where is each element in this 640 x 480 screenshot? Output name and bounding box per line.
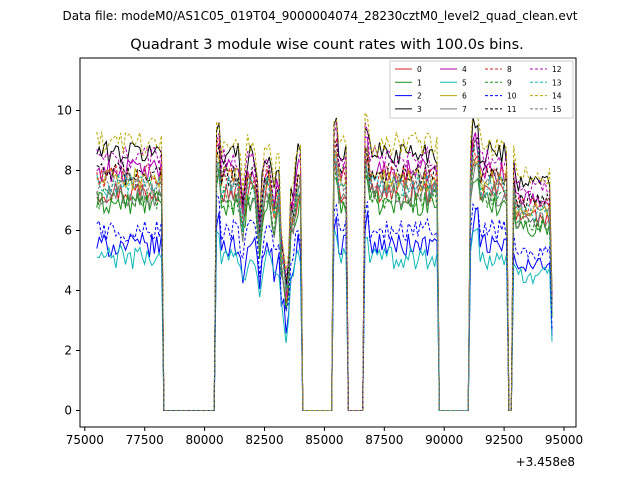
legend-label-14: 14 bbox=[552, 92, 562, 101]
x-offset-label: +3.458e8 bbox=[516, 455, 575, 469]
legend-label-7: 7 bbox=[462, 105, 467, 114]
legend-label-11: 11 bbox=[507, 105, 517, 114]
x-tick-label: 92500 bbox=[485, 433, 523, 447]
series-line-2 bbox=[96, 206, 553, 411]
legend-label-6: 6 bbox=[462, 92, 467, 101]
series-line-14 bbox=[96, 110, 553, 411]
series-line-11 bbox=[96, 137, 553, 411]
y-tick-label: 6 bbox=[64, 224, 72, 238]
series-layer bbox=[96, 110, 553, 411]
legend-label-2: 2 bbox=[417, 92, 422, 101]
legend-label-0: 0 bbox=[417, 65, 422, 74]
chart-title: Quadrant 3 module wise count rates with … bbox=[130, 37, 524, 53]
legend-label-1: 1 bbox=[417, 78, 422, 87]
series-line-13 bbox=[96, 147, 553, 411]
suptitle: Data file: modeM0/AS1C05_019T04_90000040… bbox=[62, 9, 577, 23]
y-tick-label: 2 bbox=[64, 344, 72, 358]
legend-label-10: 10 bbox=[507, 92, 517, 101]
series-line-12 bbox=[96, 122, 553, 411]
series-line-8 bbox=[96, 138, 553, 411]
x-tick-label: 82500 bbox=[245, 433, 283, 447]
legend-label-12: 12 bbox=[552, 65, 562, 74]
y-tick-label: 10 bbox=[57, 104, 72, 118]
legend-label-9: 9 bbox=[507, 78, 512, 87]
series-line-1 bbox=[96, 167, 553, 411]
legend-label-3: 3 bbox=[417, 105, 422, 114]
series-line-10 bbox=[96, 193, 553, 411]
x-tick-label: 90000 bbox=[425, 433, 463, 447]
series-line-5 bbox=[96, 227, 553, 411]
legend-label-4: 4 bbox=[462, 65, 467, 74]
y-tick-label: 4 bbox=[64, 284, 72, 298]
x-tick-label: 95000 bbox=[545, 433, 583, 447]
y-axis: 0 2 4 6 8 10 bbox=[57, 104, 80, 418]
x-tick-label: 75000 bbox=[66, 433, 104, 447]
series-line-3 bbox=[96, 117, 553, 411]
x-tick-label: 77500 bbox=[126, 433, 164, 447]
series-line-15 bbox=[96, 144, 553, 411]
legend-label-15: 15 bbox=[552, 105, 562, 114]
legend-frame bbox=[389, 60, 574, 119]
axes-frame bbox=[79, 57, 577, 428]
legend-label-13: 13 bbox=[552, 78, 562, 87]
x-axis: 75000 77500 80000 82500 85000 87500 90000 92500… bbox=[66, 427, 583, 447]
series-line-6 bbox=[96, 146, 553, 411]
legend-label-5: 5 bbox=[462, 78, 467, 87]
x-tick-label: 85000 bbox=[305, 433, 343, 447]
legend-label-8: 8 bbox=[507, 65, 512, 74]
x-tick-label: 87500 bbox=[365, 433, 403, 447]
x-tick-label: 80000 bbox=[186, 433, 224, 447]
series-line-0 bbox=[96, 153, 553, 411]
y-tick-label: 0 bbox=[64, 404, 72, 418]
y-tick-label: 8 bbox=[64, 164, 72, 178]
